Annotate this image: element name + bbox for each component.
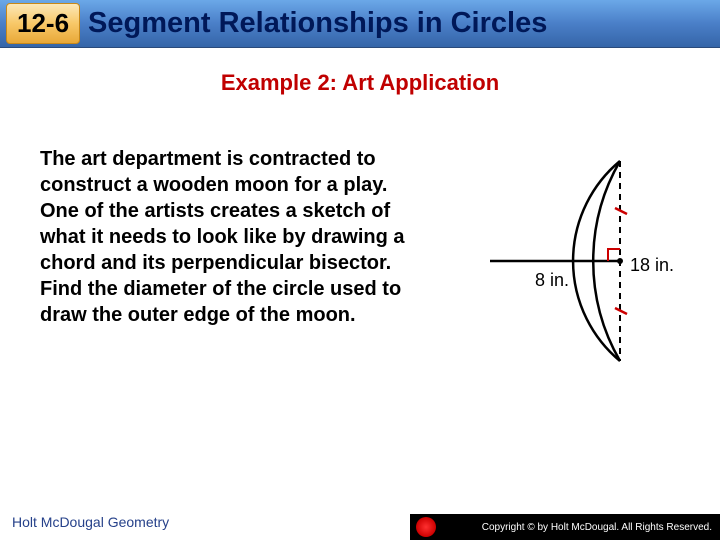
example-title: Example 2: Art Application — [0, 70, 720, 96]
header-title: Segment Relationships in Circles — [88, 7, 547, 40]
copyright-text: Copyright © by Holt McDougal. All Rights… — [482, 522, 712, 533]
moon-diagram: 8 in. 18 in. — [420, 146, 680, 386]
lesson-number-badge: 12-6 — [6, 3, 80, 44]
footer-textbook: Holt McDougal Geometry — [12, 514, 169, 530]
header-bar: 12-6 Segment Relationships in Circles — [0, 0, 720, 48]
example-body-text: The art department is contracted to cons… — [40, 146, 410, 328]
publisher-logo-icon — [416, 517, 436, 537]
label-8in: 8 in. — [535, 270, 569, 290]
content-row: The art department is contracted to cons… — [0, 146, 720, 386]
label-18in: 18 in. — [630, 255, 674, 275]
footer-copyright: Copyright © by Holt McDougal. All Rights… — [410, 514, 720, 540]
